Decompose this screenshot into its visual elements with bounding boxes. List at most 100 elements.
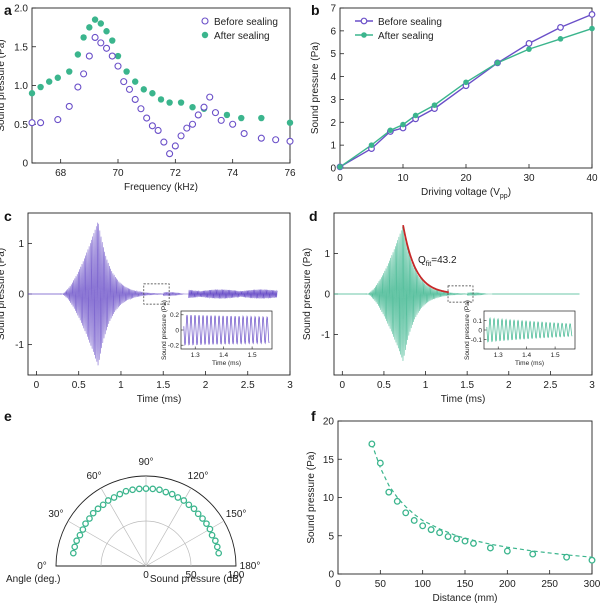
polar-data-point: [180, 497, 188, 504]
polar-outer-arc: [55, 475, 237, 567]
legend-marker-after: [201, 31, 209, 39]
before-sealing-point: [183, 124, 191, 132]
plot-frame: [337, 420, 593, 575]
measured-point: [402, 509, 410, 517]
measured-point: [427, 526, 435, 534]
inset-x-tick-label: 1.3: [494, 352, 503, 359]
x-tick-label: 76: [284, 168, 296, 179]
polar-data-point: [206, 525, 214, 533]
polar-data-point: [76, 531, 84, 539]
before-sealing-point: [97, 39, 105, 47]
inset-x-axis-label: Time (ms): [515, 360, 544, 367]
panel-a: a 68 70 72 74 76 0 0.5 1.0 1.5 2.0 Frequency (kHz) S…: [0, 2, 296, 193]
polar-data-point: [94, 505, 102, 513]
inset-y-axis-label: Sound pressure (Pa): [464, 300, 471, 360]
measured-point: [470, 539, 477, 547]
x-tick-label: 2.5: [543, 380, 557, 391]
after-sealing-point: [526, 46, 532, 52]
before-sealing-point: [120, 78, 128, 86]
q-fit-curve: [402, 224, 449, 294]
y-tick-label: 15: [323, 455, 335, 466]
measured-point: [503, 547, 511, 555]
panel-label: a: [4, 2, 12, 18]
angle-tick-label: 150°: [226, 509, 247, 520]
angle-tick-label: 90°: [138, 457, 153, 468]
polar-data-point: [213, 543, 221, 551]
after-sealing-point: [86, 24, 93, 31]
x-axis-label-main: Driving voltage (V: [421, 187, 500, 198]
before-sealing-point: [525, 40, 533, 47]
x-tick-label: 1: [423, 380, 429, 391]
measured-point: [410, 517, 418, 524]
q-fit-annotation: Qfit=43.2: [418, 255, 457, 268]
polar-data-point: [89, 509, 97, 517]
x-tick-label: 150: [457, 579, 474, 590]
measured-point: [563, 553, 571, 561]
after-sealing-point: [177, 99, 185, 106]
q-fit-q: Q: [418, 255, 426, 266]
before-sealing-point: [211, 109, 220, 117]
after-sealing-point: [166, 99, 173, 106]
x-tick-label: 1.5: [460, 380, 474, 391]
after-sealing-point: [286, 119, 294, 126]
inset-x-tick-label: 1.5: [248, 352, 257, 359]
after-sealing-point: [109, 37, 116, 44]
after-sealing-point: [123, 68, 130, 75]
x-tick-label: 72: [170, 168, 182, 179]
before-sealing-point: [588, 10, 596, 18]
before-sealing-point: [272, 136, 280, 144]
angle-tick-label: 180°: [240, 561, 261, 572]
measured-point: [453, 535, 460, 543]
before-sealing-point: [80, 70, 88, 78]
y-axis-label: Sound pressure (Pa): [0, 248, 7, 340]
x-tick-label: 0.5: [377, 380, 391, 391]
x-tick-label: 1: [118, 380, 124, 391]
y-tick-label: 1: [330, 141, 336, 152]
after-sealing-point: [140, 86, 147, 93]
after-sealing-point: [589, 25, 595, 32]
before-sealing-point: [200, 103, 208, 111]
after-sealing-point: [149, 90, 156, 97]
y-tick-label: 0.5: [14, 120, 28, 131]
before-sealing-point: [28, 119, 36, 127]
x-axis-label: Time (ms): [137, 394, 182, 405]
angle-tick-label: 120°: [188, 471, 209, 482]
y-tick-label: 1.0: [14, 81, 28, 92]
x-tick-label: 0: [34, 380, 40, 391]
zoom-region: [143, 283, 170, 305]
x-tick-label: 1.5: [156, 380, 170, 391]
measured-point: [588, 556, 596, 564]
y-tick-label: -1: [321, 330, 330, 341]
before-sealing-point: [557, 24, 564, 31]
y-tick-label: 4: [330, 72, 336, 83]
polar-spoke: [67, 520, 147, 567]
inset-x-tick-label: 1.3: [191, 352, 200, 359]
inset-y-tick-label: 0.2: [170, 312, 179, 319]
x-tick-label: 300: [584, 579, 600, 590]
after-sealing-point: [97, 20, 105, 27]
polar-data-point: [162, 488, 170, 496]
after-sealing-point: [463, 79, 469, 86]
angle-axis-label: Angle (deg.): [6, 574, 60, 585]
after-sealing-point: [400, 121, 406, 128]
after-sealing-point: [66, 68, 73, 75]
y-tick-label: -1: [15, 340, 24, 351]
after-sealing-point: [431, 102, 438, 108]
measured-point: [444, 533, 452, 540]
before-sealing-point: [54, 116, 62, 124]
polar-data-point: [73, 537, 81, 545]
after-sealing-point: [412, 112, 419, 119]
y-tick-label: 1.5: [14, 42, 28, 53]
x-tick-label: 3: [287, 380, 293, 391]
before-sealing-point: [114, 62, 122, 70]
before-sealing-point: [108, 52, 116, 60]
y-tick-label: 2: [330, 118, 336, 129]
after-sealing-point: [28, 90, 36, 97]
y-tick-label: 1: [324, 249, 330, 260]
before-sealing-point: [65, 102, 73, 110]
after-sealing-point: [337, 164, 343, 170]
inset-y-tick-label: 0.1: [473, 318, 482, 325]
after-sealing-point: [387, 127, 394, 134]
polar-data-point: [69, 549, 77, 557]
